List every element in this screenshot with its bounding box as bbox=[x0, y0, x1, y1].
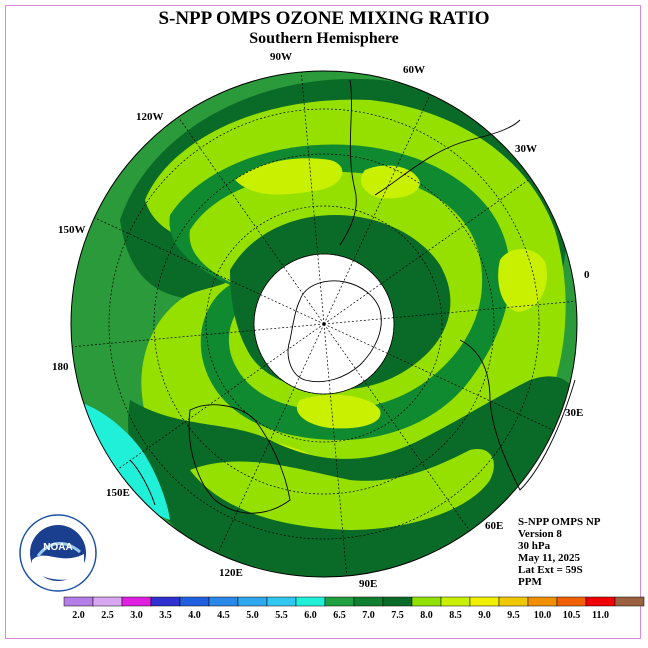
longitude-label: 0 bbox=[584, 269, 590, 281]
new-zealand-coast bbox=[129, 459, 156, 506]
noaa-logo-bird bbox=[36, 542, 81, 557]
south-america-coast bbox=[339, 79, 521, 246]
colorbar-label: 7.0 bbox=[362, 610, 375, 621]
coastlines bbox=[129, 79, 576, 514]
info-level: 30 hPa bbox=[518, 540, 551, 552]
map-title: S-NPP OMPS OZONE MIXING RATIO bbox=[158, 8, 490, 29]
colorbar-swatch bbox=[382, 596, 413, 607]
colorbar-swatch bbox=[237, 596, 268, 607]
longitude-label: 60W bbox=[403, 64, 425, 76]
colorbar-label: 8.0 bbox=[420, 610, 433, 621]
colorbar-swatch bbox=[179, 596, 210, 607]
graticule bbox=[71, 71, 577, 577]
latitude-circle bbox=[253, 253, 395, 395]
longitude-label: 180 bbox=[52, 361, 69, 373]
longitude-labels: 90W 60W 30W 0 30E 60E 90E 120E 150E 180 150W 120W bbox=[52, 51, 590, 590]
colorbar-swatch bbox=[92, 596, 123, 607]
longitude-label: 60E bbox=[485, 520, 503, 532]
colorbar-swatch bbox=[324, 596, 355, 607]
colorbar-swatch bbox=[527, 596, 558, 607]
info-units: PPM bbox=[518, 576, 542, 588]
colorbar-swatch bbox=[585, 596, 616, 607]
colorbar-label: 9.0 bbox=[478, 610, 491, 621]
ozone-dark-band-south bbox=[128, 376, 577, 577]
colorbar-swatch bbox=[440, 596, 471, 607]
info-date: May 11, 2025 bbox=[518, 552, 581, 564]
ozone-yellow-patch-east bbox=[498, 248, 547, 312]
colorbar-swatch bbox=[498, 596, 529, 607]
africa-coast bbox=[459, 339, 576, 491]
plot-frame bbox=[5, 5, 641, 639]
latitude-circle bbox=[205, 205, 443, 443]
latitude-circle bbox=[108, 108, 540, 540]
colorbar-label: 3.5 bbox=[159, 610, 172, 621]
colorbar-label: 5.5 bbox=[275, 610, 288, 621]
colorbar-swatch bbox=[63, 596, 94, 607]
colorbar-label: 6.5 bbox=[333, 610, 346, 621]
australia-coast bbox=[188, 404, 291, 514]
colorbar-label: 10.0 bbox=[534, 610, 552, 621]
colorbar-swatch bbox=[411, 596, 442, 607]
map-subtitle: Southern Hemisphere bbox=[249, 30, 399, 47]
colorbar-swatch bbox=[208, 596, 239, 607]
colorbar-label: 4.5 bbox=[217, 610, 230, 621]
noaa-logo-wave bbox=[32, 554, 84, 580]
longitude-label: 120E bbox=[219, 567, 243, 579]
colorbar-label: 7.5 bbox=[391, 610, 404, 621]
colorbar-label: 11.0 bbox=[592, 610, 609, 621]
longitude-label: 90W bbox=[270, 51, 292, 63]
longitude-label: 30W bbox=[515, 143, 537, 155]
longitude-label: 90E bbox=[359, 578, 377, 590]
ozone-lime-band-south bbox=[190, 449, 494, 530]
colorbar-label: 2.5 bbox=[101, 610, 114, 621]
info-version: Version 8 bbox=[518, 528, 562, 540]
noaa-logo: NOAA bbox=[19, 514, 97, 592]
info-product: S-NPP OMPS NP bbox=[518, 516, 601, 528]
colorbar-swatch bbox=[295, 596, 326, 607]
colorbar-label: 8.5 bbox=[449, 610, 462, 621]
colorbar-swatch bbox=[556, 596, 587, 607]
colorbar-label: 2.0 bbox=[72, 610, 85, 621]
info-lat-ext: Lat Ext = 59S bbox=[518, 564, 583, 576]
longitude-label: 150W bbox=[58, 224, 86, 236]
colorbar-label: 4.0 bbox=[188, 610, 201, 621]
colorbar: 2.0 2.5 3.0 3.5 4.0 4.5 5.0 5.5 6.0 6.5 7.0 7.5 8.0 8… bbox=[63, 596, 645, 621]
longitude-label: 30E bbox=[565, 407, 583, 419]
colorbar-label: 5.0 bbox=[246, 610, 259, 621]
colorbar-label: 9.5 bbox=[507, 610, 520, 621]
colorbar-label: 10.5 bbox=[563, 610, 581, 621]
map-boundary bbox=[70, 70, 578, 578]
latitude-circle bbox=[153, 153, 495, 495]
ozone-yellow-patch-south bbox=[296, 394, 381, 429]
colorbar-swatch bbox=[353, 596, 384, 607]
colorbar-swatch bbox=[614, 596, 645, 607]
noaa-logo-text: NOAA bbox=[43, 542, 72, 553]
colorbar-label: 6.0 bbox=[304, 610, 317, 621]
ozone-yellow-patch-north bbox=[235, 158, 343, 195]
colorbar-swatch bbox=[469, 596, 500, 607]
longitude-label: 120W bbox=[136, 111, 164, 123]
colorbar-swatch bbox=[266, 596, 297, 607]
ozone-cyan-patch bbox=[72, 400, 170, 520]
colorbar-label: 3.0 bbox=[130, 610, 143, 621]
antarctica-coast bbox=[287, 280, 382, 383]
colorbar-swatch bbox=[121, 596, 152, 607]
colorbar-swatch bbox=[150, 596, 181, 607]
longitude-label: 150E bbox=[106, 487, 130, 499]
